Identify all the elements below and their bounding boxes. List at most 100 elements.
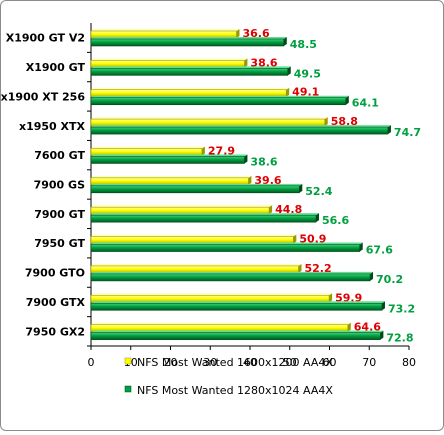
bar	[90, 97, 347, 106]
data-label: 36.6	[242, 27, 269, 40]
bar-side	[248, 175, 252, 185]
bar	[90, 38, 285, 47]
x-tick-label: 0	[88, 356, 95, 369]
bar-side	[347, 322, 351, 332]
bar	[90, 294, 330, 303]
category-label: X1900 GT V2	[6, 32, 85, 45]
bar-top	[91, 205, 273, 208]
bar-top	[91, 175, 252, 178]
data-label: 39.6	[254, 174, 281, 187]
data-label: 38.6	[250, 56, 277, 69]
bar-side	[324, 117, 328, 127]
bar-side	[381, 301, 385, 311]
x-tick-label: 30	[203, 356, 217, 369]
bar-top	[91, 117, 328, 120]
bar-top	[91, 95, 349, 98]
data-label: 38.6	[250, 155, 277, 168]
data-label: 56.6	[322, 214, 349, 227]
x-tick-label: 20	[164, 356, 178, 369]
category-label: 7600 GT	[34, 149, 85, 162]
bar-top	[91, 293, 333, 296]
data-label: 70.2	[376, 273, 403, 286]
bar	[90, 126, 389, 135]
data-label: 74.7	[394, 126, 421, 139]
bar-top	[91, 213, 319, 216]
bar-top	[91, 125, 391, 128]
bar-top	[91, 301, 385, 304]
bar-side	[287, 66, 291, 76]
bar-top	[91, 234, 297, 237]
bar-top	[91, 330, 384, 333]
category-label: x1950 XTX	[19, 120, 86, 133]
bar-top	[91, 66, 291, 69]
bar	[90, 60, 245, 68]
data-label: 64.1	[352, 97, 379, 110]
bar	[90, 118, 326, 127]
bar-top	[91, 183, 303, 186]
bar-side	[315, 213, 319, 223]
legend-swatch	[124, 357, 132, 365]
bar-side	[380, 330, 384, 340]
data-label: 67.6	[366, 244, 393, 257]
bar	[90, 332, 381, 340]
data-label: 52.4	[305, 185, 332, 198]
x-tick-label: 80	[402, 356, 416, 369]
x-tick-label: 50	[283, 356, 297, 369]
bar-top	[91, 29, 240, 31]
x-tick-label: 40	[243, 356, 257, 369]
bar	[90, 214, 317, 223]
bar-side	[244, 154, 248, 164]
bar	[90, 156, 245, 164]
data-label: 72.8	[386, 332, 413, 345]
bar	[90, 148, 203, 156]
data-label: 49.1	[292, 86, 319, 99]
bar-top	[91, 37, 287, 39]
data-label: 50.9	[299, 233, 326, 246]
bar-side	[286, 87, 290, 97]
bar	[90, 89, 287, 98]
bar-side	[269, 205, 273, 215]
data-label: 27.9	[208, 144, 235, 157]
bar-side	[370, 271, 374, 281]
data-label: 48.5	[290, 38, 317, 51]
bar-top	[91, 242, 363, 245]
legend-swatch	[124, 385, 132, 393]
bar	[90, 68, 289, 76]
x-tick-label: 70	[362, 356, 376, 369]
bar	[90, 302, 383, 311]
bar-top	[91, 146, 205, 149]
bar	[90, 273, 371, 282]
legend-label: NFS Most Wanted 1600x1200 AA4X	[137, 356, 333, 369]
bar-top	[91, 322, 351, 325]
category-label: 7900 GS	[34, 179, 85, 192]
data-label: 64.6	[354, 321, 381, 334]
bar-top	[91, 154, 248, 157]
category-label: 7950 GX2	[25, 325, 85, 338]
bar-top	[91, 58, 248, 61]
x-tick-label: 60	[323, 356, 337, 369]
data-label: 52.2	[304, 262, 331, 275]
category-label: 7950 GT	[34, 237, 85, 250]
legend-label: NFS Most Wanted 1280x1024 AA4X	[137, 384, 333, 397]
bar-side	[387, 125, 391, 135]
bar	[90, 30, 237, 39]
data-label: 49.5	[294, 67, 321, 80]
category-label: 7900 GTO	[25, 267, 85, 280]
data-label: 73.2	[388, 302, 415, 315]
bar-side	[236, 29, 240, 38]
bar-side	[244, 58, 248, 68]
data-label: 44.8	[275, 203, 302, 216]
bar-side	[201, 146, 205, 156]
bar-side	[283, 37, 287, 46]
bar	[90, 177, 249, 186]
bar-top	[91, 271, 374, 274]
category-label: x1900 XT 256	[1, 90, 85, 103]
bar-top	[91, 263, 302, 266]
bar-side	[329, 293, 333, 303]
bar-side	[293, 234, 297, 244]
bar-side	[359, 242, 363, 252]
data-label: 58.8	[331, 115, 358, 128]
bar	[90, 324, 349, 332]
